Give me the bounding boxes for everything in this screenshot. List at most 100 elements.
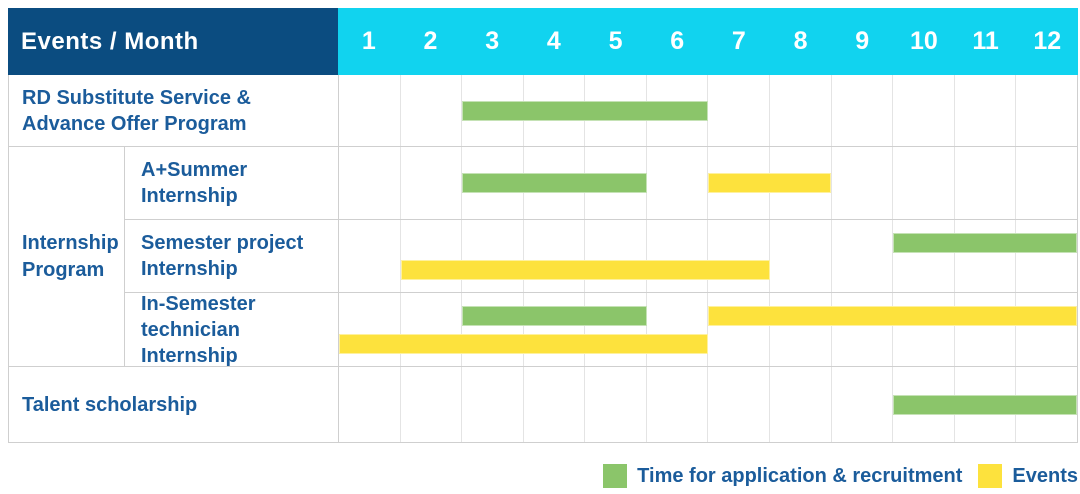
month-gridline-cell [770, 293, 832, 366]
legend-item: Events [978, 464, 1078, 488]
month-gridline-cell [462, 220, 524, 292]
group-label-line: Program [22, 259, 105, 281]
month-gridline-cell [1016, 147, 1077, 219]
table-row: In-Semester technician Internship [9, 293, 1077, 367]
row-chart-area [339, 367, 1077, 442]
group-cell-area [9, 147, 125, 220]
month-label: 4 [546, 27, 561, 55]
month-label: 10 [909, 27, 938, 55]
month-gridline-cell [401, 293, 463, 366]
month-gridline-cell [524, 220, 586, 292]
month-gridline-cell [955, 220, 1017, 292]
legend-label: Time for application & recruitment [637, 464, 963, 487]
month-gridline-cell [462, 367, 524, 442]
month-gridline-cell [462, 293, 524, 366]
row-label: In-Semester technician Internship [125, 293, 339, 367]
bar-events [708, 306, 1077, 326]
month-label: 12 [1033, 27, 1062, 55]
legend-label: Events [1012, 464, 1078, 487]
month-gridline-cell [893, 220, 955, 292]
month-gridline-cell [401, 220, 463, 292]
month-gridline-cell [524, 367, 586, 442]
table-row: Talent scholarship [9, 367, 1077, 442]
month-gridline-cell [647, 147, 709, 219]
month-gridline-cell [1016, 293, 1077, 366]
bar-application-recruitment [462, 173, 647, 193]
month-gridlines [339, 75, 1077, 146]
month-gridline-cell [585, 220, 647, 292]
month-gridline-cell [893, 75, 955, 146]
month-label: 8 [793, 27, 808, 55]
month-gridline-cell [955, 293, 1017, 366]
month-gridline-cell [708, 75, 771, 146]
month-label: 11 [972, 27, 999, 55]
month-gridline-cell [339, 75, 401, 146]
month-gridline-cell [955, 147, 1017, 219]
bar-application-recruitment [462, 100, 708, 121]
month-gridline-cell [955, 75, 1017, 146]
row-label: Semester project Internship [125, 220, 339, 293]
row-chart-area [339, 147, 1077, 220]
row-label-line: A+Summer [141, 159, 248, 181]
month-gridline-cell [339, 367, 401, 442]
legend-swatch-green [603, 464, 628, 488]
legend-swatch-yellow [978, 464, 1003, 488]
month-gridline-cell [401, 75, 463, 146]
month-gridline-cell [339, 220, 401, 292]
bar-events [708, 173, 831, 193]
month-gridlines [339, 220, 1077, 292]
month-gridline-cell [585, 367, 647, 442]
month-label: 6 [670, 27, 685, 55]
events-month-table: Events / Month 1 2 3 4 5 6 7 8 9 10 11 12 RD Substi… [8, 8, 1078, 443]
row-chart-area [339, 75, 1077, 147]
bar-application-recruitment [892, 394, 1077, 415]
row-label-line: Internship [141, 258, 238, 280]
month-gridlines [339, 293, 1077, 366]
month-gridline-cell [708, 293, 771, 366]
month-gridline-cell [339, 293, 401, 366]
month-label: 3 [485, 27, 500, 55]
row-chart-area [339, 293, 1077, 367]
row-label-line: Internship [141, 185, 238, 207]
legend-item: Time for application & recruitment [603, 464, 962, 488]
month-gridline-cell [647, 367, 709, 442]
bar-application-recruitment [462, 306, 647, 326]
bar-application-recruitment [892, 233, 1077, 253]
month-label: 7 [731, 27, 746, 55]
month-gridline-cell [524, 293, 586, 366]
month-gridline-cell [339, 147, 401, 219]
row-label-line: Talent scholarship [22, 393, 198, 416]
group-cell-area [9, 220, 125, 293]
month-gridline-cell [770, 75, 832, 146]
month-label: 5 [608, 27, 623, 55]
row-label: Talent scholarship [9, 367, 339, 442]
month-gridline-cell [708, 220, 771, 292]
row-label: RD Substitute Service & Advance Offer Pro… [9, 75, 339, 147]
table-row: Semester project Internship [9, 220, 1077, 293]
month-label: 1 [361, 27, 376, 55]
row-label-line: Advance Offer Program [22, 112, 247, 135]
group-label-line: Internship [22, 232, 119, 254]
month-gridline-cell [893, 293, 955, 366]
month-gridline-cell [401, 147, 463, 219]
row-label-line: technician Internship [141, 318, 240, 367]
row-label-line: RD Substitute Service & [22, 86, 251, 109]
month-gridline-cell [770, 147, 832, 219]
header-events-month-label: Events / Month [8, 8, 338, 75]
table-row: A+Summer Internship [9, 147, 1077, 220]
month-label: 2 [423, 27, 438, 55]
month-gridline-cell [647, 293, 709, 366]
month-gridline-cell [585, 293, 647, 366]
month-gridline-cell [647, 220, 709, 292]
month-header-row: 1 2 3 4 5 6 7 8 9 10 11 12 [338, 8, 1078, 75]
bar-events [339, 334, 708, 354]
month-gridline-cell [832, 293, 894, 366]
table-body: RD Substitute Service & Advance Offer Pro… [8, 75, 1078, 443]
row-label: A+Summer Internship [125, 147, 339, 220]
group-cell-area [9, 293, 125, 367]
month-gridline-cell [401, 367, 463, 442]
row-chart-area [339, 220, 1077, 293]
month-gridline-cell [832, 220, 894, 292]
month-gridline-cell [770, 220, 832, 292]
month-gridline-cell [832, 367, 894, 442]
